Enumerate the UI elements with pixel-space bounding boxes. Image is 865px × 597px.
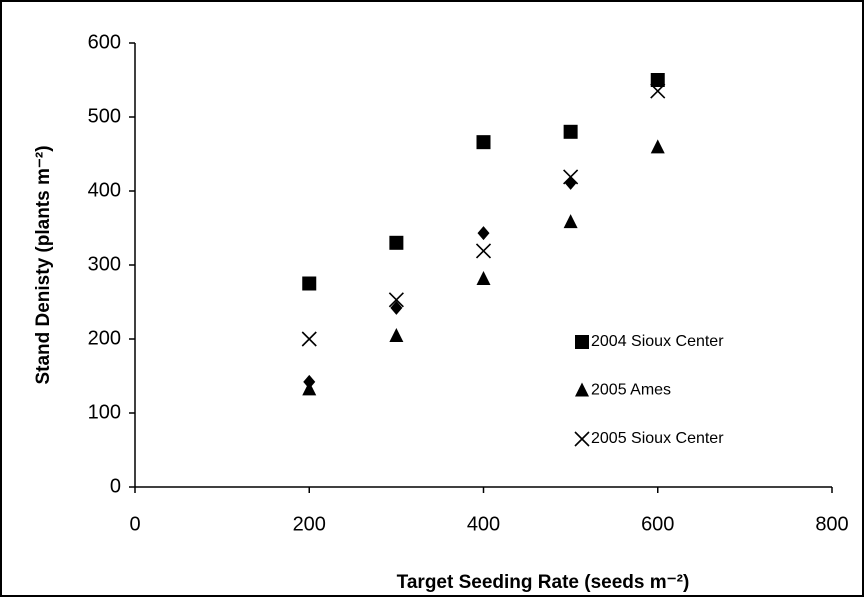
x-tick-label: 200	[293, 513, 326, 535]
triangle-marker	[476, 271, 491, 286]
y-tick-label: 400	[88, 179, 121, 201]
square-marker	[563, 124, 578, 139]
y-tick-label: 200	[88, 327, 121, 349]
x-tick-label: 600	[641, 513, 674, 535]
y-tick-label: 300	[88, 253, 121, 275]
x-marker	[574, 431, 590, 447]
y-tick-label: 500	[88, 105, 121, 127]
x-axis-title: Target Seeding Rate (seeds m⁻²)	[397, 572, 690, 593]
triangle-marker	[389, 328, 404, 343]
triangle-marker	[563, 214, 578, 229]
diamond-marker	[390, 300, 403, 315]
triangle-marker	[575, 382, 589, 397]
square-marker	[302, 276, 317, 291]
legend-label: 2004 Sioux Center	[591, 333, 724, 350]
x-tick-label: 0	[129, 513, 140, 535]
x-marker	[388, 292, 404, 308]
x-marker	[475, 243, 492, 259]
x-marker	[650, 83, 666, 99]
x-tick-label: 800	[815, 513, 848, 535]
legend-label: 2005 Ames	[591, 382, 671, 399]
square-marker	[575, 335, 589, 349]
y-tick-label: 600	[88, 31, 121, 53]
y-axis-title: Stand Denisty (plants m⁻²)	[33, 145, 54, 384]
square-marker	[389, 235, 404, 250]
diamond-marker	[564, 175, 577, 190]
y-tick-label: 100	[88, 401, 121, 423]
legend-label: 2005 Sioux Center	[591, 430, 724, 447]
diamond-marker	[477, 226, 490, 241]
diamond-marker	[303, 374, 316, 389]
x-marker	[301, 331, 317, 347]
square-marker	[476, 135, 491, 150]
x-tick-label: 400	[467, 513, 500, 535]
triangle-marker	[650, 139, 665, 154]
diamond-marker	[651, 73, 664, 87]
y-tick-label: 0	[110, 475, 121, 497]
